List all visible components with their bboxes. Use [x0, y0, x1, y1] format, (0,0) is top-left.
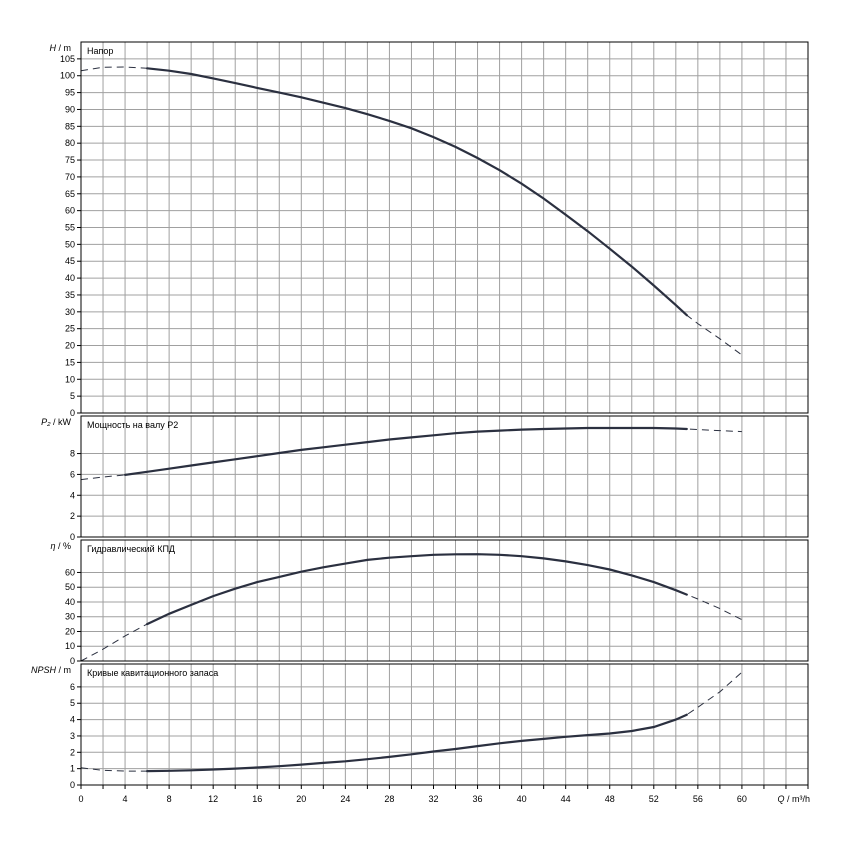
head-y-tick-label: 20	[65, 341, 75, 351]
head-y-tick-label: 5	[70, 391, 75, 401]
head-y-tick-label: 100	[60, 71, 75, 81]
efficiency-panel-frame	[80, 539, 809, 662]
npsh-panel-frame	[80, 663, 809, 786]
head-y-tick-label: 90	[65, 104, 75, 114]
x-tick-label: 16	[252, 794, 262, 804]
head-y-tick-label: 50	[65, 239, 75, 249]
npsh-y-tick-label: 5	[70, 698, 75, 708]
x-tick-label: 28	[384, 794, 394, 804]
head-y-tick-label: 60	[65, 206, 75, 216]
head-y-tick-label: 0	[70, 408, 75, 418]
npsh-curve-solid	[146, 713, 688, 773]
head-y-tick-label: 35	[65, 290, 75, 300]
npsh-y-tick-label: 4	[70, 715, 75, 725]
npsh-y-tick-label: 2	[70, 747, 75, 757]
head-y-tick-label: 55	[65, 223, 75, 233]
x-tick-label: 0	[78, 794, 83, 804]
efficiency-y-tick-label: 30	[65, 612, 75, 622]
x-tick-label: 48	[605, 794, 615, 804]
power-panel-title: Мощность на валу P2	[87, 420, 178, 430]
power-y-tick-label: 4	[70, 490, 75, 500]
x-tick-label: 8	[167, 794, 172, 804]
power-curve-solid	[124, 426, 688, 476]
x-tick-label: 44	[561, 794, 571, 804]
head-y-tick-label: 25	[65, 324, 75, 334]
x-tick-label: 32	[428, 794, 438, 804]
x-axis-label: Q / m³/h	[777, 794, 810, 804]
head-y-tick-label: 10	[65, 374, 75, 384]
head-y-tick-label: 80	[65, 138, 75, 148]
efficiency-y-tick-label: 10	[65, 641, 75, 651]
npsh-y-tick-label: 0	[70, 780, 75, 790]
head-y-tick-label: 70	[65, 172, 75, 182]
efficiency-y-tick-label: 50	[65, 582, 75, 592]
npsh-y-tick-label: 6	[70, 682, 75, 692]
head-y-tick-label: 40	[65, 273, 75, 283]
x-tick-label: 56	[693, 794, 703, 804]
x-tick-label: 60	[737, 794, 747, 804]
curve-layer	[80, 66, 743, 773]
x-tick-label: 24	[340, 794, 350, 804]
head-y-axis-label: H / m	[50, 43, 72, 53]
x-tick-label: 4	[123, 794, 128, 804]
head-y-tick-label: 85	[65, 121, 75, 131]
power-y-tick-label: 8	[70, 449, 75, 459]
frame-layer	[77, 41, 809, 789]
npsh-y-tick-label: 1	[70, 764, 75, 774]
efficiency-y-tick-label: 0	[70, 656, 75, 666]
head-curve-solid	[146, 67, 688, 317]
efficiency-y-tick-label: 60	[65, 567, 75, 577]
head-panel-title: Напор	[87, 46, 113, 56]
power-y-tick-label: 6	[70, 469, 75, 479]
head-y-tick-label: 105	[60, 54, 75, 64]
npsh-panel-title: Кривые кавитационного запаса	[87, 668, 218, 678]
x-tick-label: 52	[649, 794, 659, 804]
efficiency-y-axis-label: η / %	[50, 541, 71, 551]
efficiency-y-tick-label: 20	[65, 626, 75, 636]
efficiency-y-tick-label: 40	[65, 597, 75, 607]
x-tick-label: 40	[517, 794, 527, 804]
power-panel-frame	[80, 415, 809, 538]
head-y-tick-label: 45	[65, 256, 75, 266]
x-tick-label: 20	[296, 794, 306, 804]
npsh-y-axis-label: NPSH / m	[31, 665, 71, 675]
head-y-tick-label: 95	[65, 88, 75, 98]
head-y-tick-label: 75	[65, 155, 75, 165]
x-tick-label: 12	[208, 794, 218, 804]
head-y-tick-label: 65	[65, 189, 75, 199]
head-y-tick-label: 30	[65, 307, 75, 317]
power-y-tick-label: 0	[70, 532, 75, 542]
power-y-axis-label: P₂ / kW	[41, 417, 71, 427]
x-tick-label: 36	[473, 794, 483, 804]
head-y-tick-label: 15	[65, 357, 75, 367]
power-y-tick-label: 2	[70, 511, 75, 521]
label-layer: 0510152025303540455055606570758085909510…	[31, 43, 810, 804]
efficiency-curve-solid	[146, 553, 688, 626]
efficiency-panel-title: Гидравлический КПД	[87, 544, 175, 554]
grid-layer	[81, 42, 808, 785]
npsh-y-tick-label: 3	[70, 731, 75, 741]
